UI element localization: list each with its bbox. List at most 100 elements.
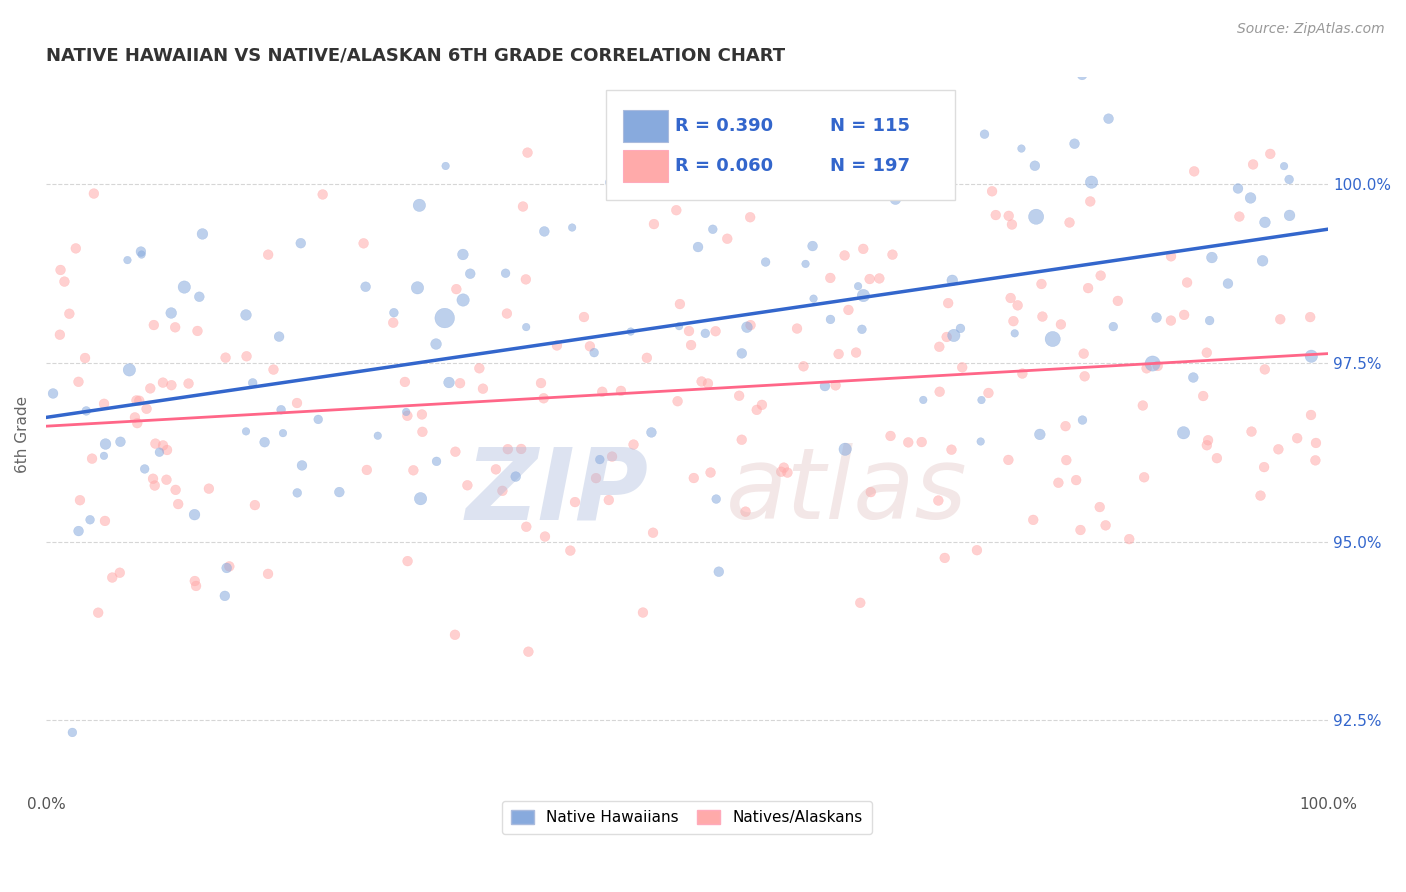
Point [533,391,555,405]
Point [1286,431,1309,445]
Point [927,493,949,508]
Point [912,392,935,407]
Point [977,386,1000,401]
Point [1080,175,1102,189]
Point [794,257,817,271]
Point [740,318,762,332]
Point [468,361,491,376]
Point [707,565,730,579]
Point [704,324,727,338]
Point [118,363,141,377]
Point [134,462,156,476]
Point [214,351,236,365]
Point [253,435,276,450]
Point [69,493,91,508]
Point [257,248,280,262]
Point [949,321,972,335]
Point [1305,436,1327,450]
Point [1216,277,1239,291]
Point [911,435,934,450]
Point [665,203,688,218]
Point [1182,370,1205,384]
Point [1071,68,1094,82]
Point [1272,159,1295,173]
Point [285,396,308,410]
Point [1146,310,1168,325]
Point [243,498,266,512]
Point [49,263,72,277]
Point [643,217,665,231]
Point [515,320,537,334]
Text: R = 0.390: R = 0.390 [675,117,773,135]
Point [139,381,162,395]
Point [434,159,457,173]
Point [852,288,875,302]
Point [859,485,882,500]
Point [849,596,872,610]
Point [1010,142,1032,156]
Point [173,280,195,294]
Point [1069,523,1091,537]
Point [731,433,754,447]
Point [1097,112,1119,126]
Point [184,579,207,593]
Point [1173,425,1195,440]
Point [495,266,517,280]
Point [83,186,105,201]
Point [517,645,540,659]
Point [591,384,613,399]
Point [437,376,460,390]
Point [1258,146,1281,161]
Point [496,442,519,457]
Point [834,442,856,457]
Text: ZIP: ZIP [465,443,648,541]
Point [868,271,890,285]
Point [1042,332,1064,346]
Point [218,559,240,574]
Point [1195,438,1218,452]
Point [786,321,808,335]
Point [1201,251,1223,265]
Point [1102,319,1125,334]
Point [510,442,533,456]
Point [934,550,956,565]
Point [183,508,205,522]
Point [1064,473,1087,487]
Point [599,175,621,189]
Point [942,328,965,343]
Point [1077,281,1099,295]
Point [155,473,177,487]
Point [534,529,557,543]
Point [1071,413,1094,427]
Point [669,297,692,311]
Point [411,425,433,439]
Point [1054,419,1077,434]
Point [269,329,291,343]
Point [1000,291,1022,305]
Point [561,220,583,235]
Point [131,247,153,261]
Point [1270,312,1292,326]
Point [641,525,664,540]
Point [214,589,236,603]
Point [49,327,72,342]
Point [356,463,378,477]
Point [425,337,447,351]
Point [396,409,419,423]
Point [148,445,170,459]
Point [1239,191,1261,205]
Point [395,405,418,419]
Point [572,310,595,324]
Point [1254,215,1277,229]
Point [1142,357,1164,371]
Point [837,302,859,317]
Point [215,561,238,575]
Point [598,493,620,508]
Point [1227,210,1250,224]
Point [242,376,264,390]
Point [1136,361,1159,376]
Point [124,410,146,425]
Point [270,402,292,417]
Point [127,416,149,430]
Y-axis label: 6th Grade: 6th Grade [15,396,30,473]
